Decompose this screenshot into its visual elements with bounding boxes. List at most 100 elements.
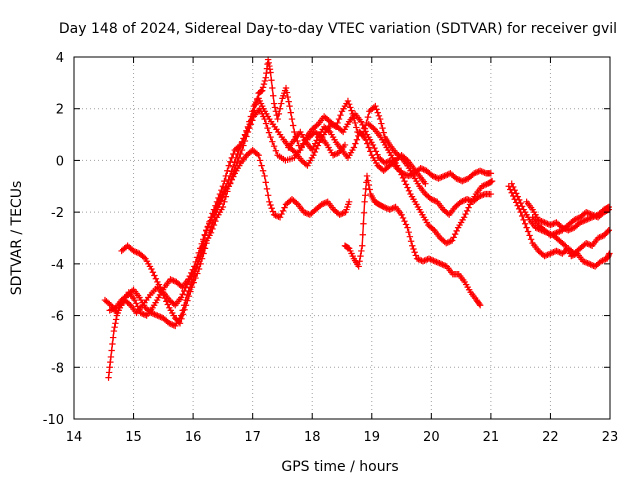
data-point xyxy=(275,110,283,118)
data-point xyxy=(149,310,157,317)
data-point xyxy=(151,311,158,318)
data-point xyxy=(300,208,308,216)
data-point xyxy=(287,109,294,116)
series-arc-8 xyxy=(508,180,613,270)
data-point xyxy=(587,241,594,249)
data-point xyxy=(587,261,594,268)
data-point xyxy=(136,306,143,313)
data-point xyxy=(131,248,139,255)
data-point xyxy=(542,219,550,227)
x-tick-label: 23 xyxy=(602,430,619,445)
data-point xyxy=(510,183,517,191)
data-point xyxy=(389,205,396,212)
data-point xyxy=(379,124,386,132)
data-point xyxy=(215,194,222,202)
data-point xyxy=(416,256,424,264)
data-point xyxy=(453,175,460,182)
data-point xyxy=(344,244,352,251)
data-point xyxy=(541,252,548,260)
data-point xyxy=(225,162,233,169)
data-point xyxy=(106,300,113,308)
data-point xyxy=(411,249,418,256)
series-arc-7 xyxy=(505,183,613,260)
data-point xyxy=(289,122,297,129)
data-point xyxy=(487,178,495,185)
data-point xyxy=(554,248,562,255)
data-point xyxy=(556,228,563,235)
data-point xyxy=(258,87,266,94)
data-point xyxy=(433,258,440,266)
data-point xyxy=(224,167,231,174)
data-point xyxy=(336,211,343,218)
data-point xyxy=(149,269,157,276)
data-point xyxy=(410,245,417,253)
data-point xyxy=(518,203,526,210)
data-point xyxy=(253,95,261,103)
data-point xyxy=(402,155,410,163)
data-point xyxy=(364,177,372,184)
data-point xyxy=(108,347,115,354)
data-point xyxy=(553,247,560,255)
data-point xyxy=(133,249,140,256)
data-point xyxy=(222,172,230,180)
data-point xyxy=(407,238,415,245)
data-point xyxy=(463,207,471,215)
data-point xyxy=(597,258,605,265)
data-point xyxy=(436,260,443,267)
data-point xyxy=(361,198,368,205)
data-point xyxy=(266,198,273,205)
data-point xyxy=(606,250,613,257)
data-point xyxy=(260,80,268,88)
data-point xyxy=(353,136,361,143)
data-point xyxy=(291,128,298,136)
data-point xyxy=(213,198,221,205)
data-point xyxy=(412,252,420,259)
x-tick-label: 20 xyxy=(423,430,440,445)
data-point xyxy=(195,255,203,262)
data-point xyxy=(445,170,453,178)
data-point xyxy=(518,212,526,220)
data-point xyxy=(551,219,559,227)
data-point xyxy=(430,257,437,264)
data-point xyxy=(372,148,380,155)
data-point xyxy=(276,105,284,112)
data-point xyxy=(487,170,495,177)
data-point xyxy=(554,228,562,236)
data-point xyxy=(453,227,460,235)
data-point xyxy=(514,193,521,200)
data-point xyxy=(351,119,359,127)
data-point xyxy=(228,154,236,162)
data-point xyxy=(370,124,377,132)
data-point xyxy=(581,258,588,266)
data-point xyxy=(227,179,234,187)
data-point xyxy=(444,239,451,246)
data-point xyxy=(137,309,144,317)
data-point xyxy=(245,124,252,132)
data-point xyxy=(585,210,593,217)
data-point xyxy=(284,93,292,101)
data-point xyxy=(560,241,568,248)
data-point xyxy=(362,192,369,199)
data-point xyxy=(231,159,238,166)
data-point xyxy=(246,121,253,128)
data-point xyxy=(210,221,218,229)
data-point xyxy=(325,127,332,134)
data-point xyxy=(422,180,429,187)
x-tick-label: 14 xyxy=(66,430,83,445)
data-point xyxy=(216,190,224,198)
data-point xyxy=(590,262,597,269)
data-point xyxy=(545,250,553,258)
data-point xyxy=(268,205,275,212)
data-point xyxy=(258,162,265,169)
data-point xyxy=(288,115,296,123)
data-point xyxy=(420,166,427,173)
data-point xyxy=(352,140,359,147)
data-point xyxy=(478,192,486,199)
data-point xyxy=(201,232,209,239)
x-tick-label: 19 xyxy=(364,430,381,445)
data-point xyxy=(345,198,353,205)
data-point xyxy=(548,231,556,238)
data-point xyxy=(587,210,594,218)
data-point xyxy=(600,256,608,264)
data-point xyxy=(295,142,303,149)
